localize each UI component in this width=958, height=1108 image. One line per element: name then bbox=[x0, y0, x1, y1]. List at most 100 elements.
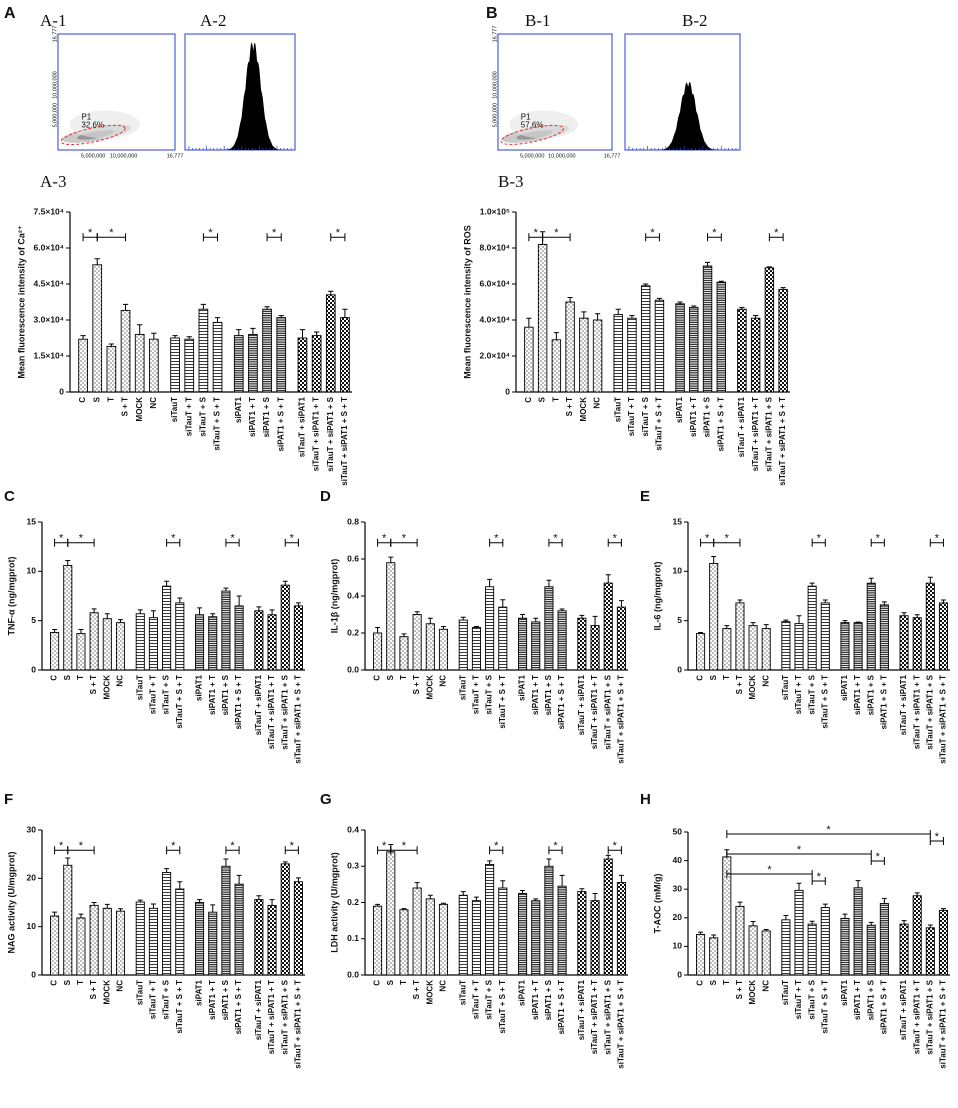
x-tick-label: siTauT + S + T bbox=[175, 675, 184, 729]
error-bar bbox=[711, 556, 717, 564]
bar bbox=[853, 622, 863, 671]
error-bar bbox=[881, 897, 887, 904]
error-bar bbox=[796, 615, 802, 624]
bar bbox=[162, 585, 172, 671]
error-bar bbox=[91, 902, 97, 906]
error-bar bbox=[763, 929, 769, 931]
error-bar bbox=[80, 335, 86, 340]
error-bar bbox=[137, 609, 143, 614]
bar bbox=[735, 905, 745, 976]
x-tick-label: siPAT1 bbox=[195, 674, 204, 700]
bar bbox=[248, 333, 258, 393]
x-tick-label: siPAT1 bbox=[518, 674, 527, 700]
x-tick-label: siTauT + T bbox=[794, 980, 803, 1019]
error-bar bbox=[605, 854, 611, 859]
y-tick-label: 30 bbox=[673, 883, 683, 893]
x-tick-label: siTauT + siPAT1 bbox=[577, 674, 586, 735]
x-tick-label: siPAT1 + S bbox=[866, 979, 875, 1020]
significance-label: * bbox=[553, 533, 558, 545]
bar bbox=[537, 243, 548, 393]
y-tick-label: 20 bbox=[673, 912, 683, 922]
significance-label: * bbox=[554, 227, 559, 239]
error-bar bbox=[677, 301, 683, 304]
x-tick-label: siTauT bbox=[613, 397, 622, 422]
bar bbox=[866, 924, 876, 976]
y-tick-label: 0 bbox=[59, 386, 64, 396]
error-bar bbox=[595, 313, 601, 320]
significance-label: * bbox=[767, 864, 772, 876]
bar bbox=[276, 317, 287, 393]
gate-percent: 57.6% bbox=[521, 121, 544, 130]
bar bbox=[627, 317, 637, 393]
significance-bracket bbox=[67, 538, 95, 547]
error-bar bbox=[236, 874, 242, 885]
bar bbox=[899, 923, 909, 976]
error-bar bbox=[108, 343, 115, 347]
significance-label: * bbox=[272, 227, 277, 239]
y-tick-label: 6.0×10⁴ bbox=[480, 278, 510, 288]
bar bbox=[254, 610, 264, 671]
bar bbox=[820, 907, 830, 976]
bar bbox=[340, 317, 350, 393]
bar bbox=[592, 319, 603, 393]
x-tick-label: siTauT + siPAT1 + S bbox=[603, 674, 612, 749]
bar bbox=[696, 933, 706, 976]
significance-label: * bbox=[290, 840, 295, 852]
error-bar bbox=[460, 891, 466, 896]
bar bbox=[76, 633, 86, 671]
x-tick-label: siPAT1 + T bbox=[531, 675, 540, 715]
y-tick-label: 8.0×10⁴ bbox=[480, 242, 510, 252]
error-bar bbox=[901, 612, 907, 616]
y-tick-label: 0 bbox=[31, 969, 36, 979]
x-tick-label: siTauT + siPAT1 + S + T bbox=[778, 397, 787, 486]
x-tick-label: siTauT + S bbox=[641, 396, 650, 436]
bar bbox=[195, 614, 205, 671]
x-tick-label: siTauT + T bbox=[794, 675, 803, 714]
error-bar bbox=[698, 931, 704, 935]
error-bar bbox=[487, 860, 493, 865]
y-tick-label: 0.4 bbox=[347, 824, 359, 834]
error-bar bbox=[579, 614, 585, 619]
significance-label: * bbox=[171, 840, 176, 852]
x-tick-label: siTauT + siPAT1 + S bbox=[925, 674, 934, 749]
bar bbox=[195, 902, 205, 976]
bar bbox=[267, 614, 277, 671]
significance-bracket bbox=[645, 233, 660, 242]
bar bbox=[50, 632, 60, 671]
x-tick-label: siTauT + T bbox=[149, 675, 158, 714]
bar bbox=[820, 602, 830, 671]
y-tick-label: 10 bbox=[673, 941, 683, 951]
bar bbox=[373, 905, 383, 976]
x-tick-label: siTauT + siPAT1 + S bbox=[764, 396, 773, 471]
bar bbox=[76, 917, 86, 976]
x-tick-label: S + T bbox=[565, 397, 574, 416]
error-bar bbox=[375, 626, 381, 633]
error-bar bbox=[197, 607, 203, 615]
error-bar bbox=[500, 599, 506, 608]
error-bar bbox=[65, 857, 71, 866]
histogram-shape bbox=[627, 82, 729, 150]
bar bbox=[807, 585, 817, 671]
significance-bracket bbox=[707, 233, 722, 242]
bar bbox=[702, 265, 713, 393]
x-tick-label: siTauT bbox=[458, 675, 467, 700]
error-bar bbox=[441, 626, 446, 630]
bar bbox=[696, 633, 706, 671]
flow-y-tick-label: 16,777 bbox=[492, 26, 498, 43]
error-bar bbox=[401, 633, 407, 637]
error-bar bbox=[546, 858, 552, 867]
error-bar bbox=[256, 606, 262, 611]
error-bar bbox=[210, 613, 216, 617]
x-tick-label: MOCK bbox=[102, 980, 111, 1005]
x-tick-label: siTauT + S bbox=[807, 979, 816, 1019]
y-tick-label: 0.6 bbox=[347, 553, 359, 563]
bar bbox=[840, 917, 850, 976]
bar bbox=[925, 927, 935, 976]
error-bar bbox=[724, 625, 730, 629]
bar bbox=[386, 562, 396, 671]
x-tick-label: siTauT + siPAT1 + S + T bbox=[939, 980, 948, 1069]
flow-y-tick-label: 5,000,000 bbox=[52, 103, 58, 127]
bar bbox=[134, 333, 145, 393]
bar bbox=[675, 303, 685, 393]
